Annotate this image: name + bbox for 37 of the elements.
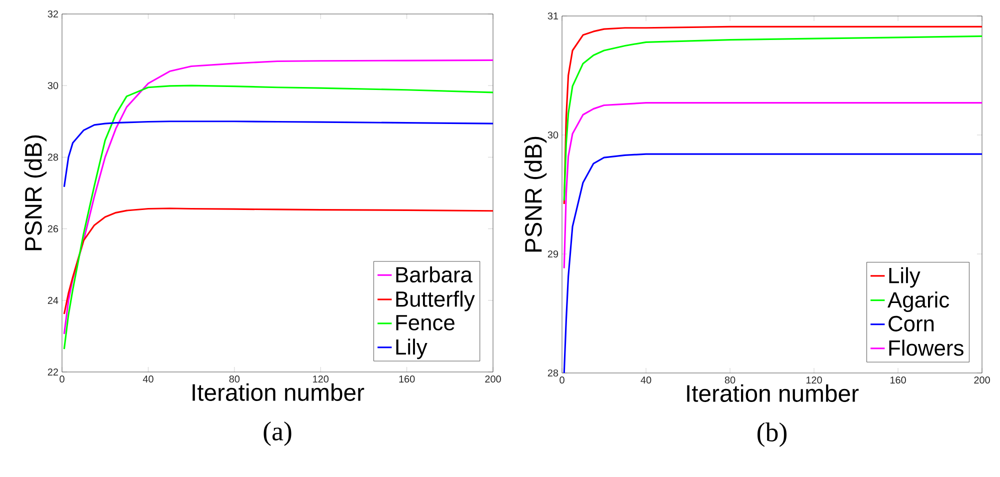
x-tick-label: 80: [229, 376, 240, 383]
x-tick-label: 80: [724, 376, 736, 384]
y-tick-label: 24: [48, 296, 58, 304]
x-tick-label: 160: [890, 376, 906, 384]
x-tick-label: 120: [806, 376, 822, 384]
y-tick-label: 22: [48, 368, 58, 376]
legend-label: Flowers: [889, 340, 964, 356]
x-tick-label: 40: [640, 376, 652, 384]
y-tick-label: 26: [48, 225, 58, 232]
legend-label: Butterfly: [396, 290, 475, 312]
y-tick-label: 31: [548, 12, 558, 20]
legend-label: Lily: [889, 267, 920, 288]
text: (b): [758, 422, 787, 447]
x-tick-label: 40: [142, 376, 154, 383]
x-tick-label: 200: [485, 376, 501, 383]
legend-label: Fence: [396, 315, 454, 330]
legend-label: Corn: [888, 316, 934, 332]
y-tick-label: 32: [48, 10, 58, 18]
line-series: [63, 208, 494, 315]
x-axis-title: Iteration number: [687, 384, 859, 402]
text: (a): [264, 422, 292, 446]
y-tick-label: 30: [548, 131, 558, 139]
x-tick-label: 0: [560, 376, 564, 384]
x-tick-label: 160: [399, 376, 415, 383]
x-axis-title: Iteration number: [192, 383, 364, 401]
y-tick-label: 29: [548, 250, 558, 258]
legend-label: Barbara: [396, 266, 472, 282]
y-tick-label: 28: [48, 154, 58, 161]
x-tick-label: 0: [60, 376, 64, 383]
y-axis-title: PSNR (dB): [24, 135, 47, 250]
x-tick-label: 120: [313, 376, 329, 383]
legend-label: Agaric: [888, 292, 950, 312]
y-axis-title: PSNR (dB): [524, 136, 547, 252]
x-tick-label: 200: [974, 376, 990, 384]
y-tick-label: 28: [548, 369, 558, 377]
legend-label: Lily: [396, 338, 428, 360]
y-tick-label: 30: [48, 82, 58, 90]
